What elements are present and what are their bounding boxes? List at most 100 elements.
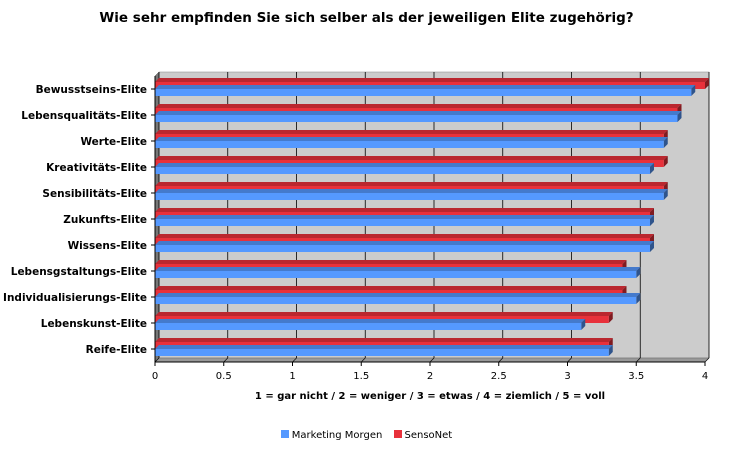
x-tick-label: 2 bbox=[427, 371, 433, 382]
bar-front bbox=[155, 167, 650, 174]
bar bbox=[155, 189, 668, 200]
bar-front bbox=[155, 141, 664, 148]
x-tick-label: 3 bbox=[564, 371, 570, 382]
bar-top bbox=[155, 215, 654, 219]
gridline-floor bbox=[292, 357, 297, 363]
legend-item: Marketing Morgen bbox=[280, 430, 383, 441]
bar-end bbox=[663, 189, 668, 200]
gridline-floor bbox=[154, 357, 160, 363]
bar-front bbox=[155, 323, 582, 330]
y-tick-label: Individualisierungs-Elite bbox=[3, 292, 147, 304]
y-tick-label: Zukunfts-Elite bbox=[63, 214, 147, 226]
labels: 0 0.5 1 1.5 2 2.5 3 3.5 4 Bewusstseins-Elite Leben… bbox=[3, 84, 708, 382]
x-tick-label: 2.5 bbox=[491, 371, 507, 382]
bar-top bbox=[155, 104, 682, 108]
bar-front bbox=[155, 245, 650, 252]
bar-top bbox=[155, 241, 654, 245]
bar-top bbox=[155, 163, 654, 167]
bar-top bbox=[155, 85, 696, 89]
legend-swatch bbox=[280, 430, 289, 438]
gridline-floor bbox=[498, 357, 503, 363]
gridline-floor bbox=[636, 357, 641, 363]
bar-front bbox=[155, 89, 692, 96]
bar-end bbox=[608, 345, 613, 356]
bar-top bbox=[155, 130, 668, 134]
bar-front bbox=[155, 219, 650, 226]
bar-front bbox=[155, 297, 637, 304]
y-tick-label: Lebensqualitäts-Elite bbox=[21, 110, 147, 122]
y-tick-label: Bewusstseins-Elite bbox=[36, 84, 147, 96]
gridline-floor bbox=[567, 357, 572, 363]
bar-top bbox=[155, 182, 668, 186]
bar bbox=[155, 267, 641, 278]
bar-end bbox=[705, 78, 709, 89]
bar-top bbox=[155, 319, 586, 323]
x-tick-label: 0 bbox=[152, 371, 158, 382]
bar-end bbox=[650, 163, 654, 174]
bar bbox=[155, 345, 613, 356]
bar-top bbox=[155, 189, 668, 193]
bars bbox=[155, 78, 709, 356]
bar-end bbox=[636, 293, 641, 304]
bar bbox=[155, 137, 668, 148]
bar-top bbox=[155, 156, 668, 160]
bar-front bbox=[155, 115, 678, 122]
x-tick-label: 4 bbox=[702, 371, 708, 382]
bar bbox=[155, 215, 654, 226]
bar-top bbox=[155, 260, 627, 264]
bar-top bbox=[155, 312, 613, 316]
legend: Marketing Morgen SensoNet bbox=[0, 430, 733, 441]
bar bbox=[155, 85, 696, 96]
gridline-floor bbox=[429, 357, 435, 363]
bar-top bbox=[155, 293, 641, 297]
bar-top bbox=[155, 338, 613, 342]
bar-top bbox=[155, 286, 627, 290]
bar bbox=[155, 319, 586, 330]
chart-title: Wie sehr empfinden Sie sich selber als d… bbox=[99, 10, 634, 26]
bar-top bbox=[155, 208, 654, 212]
bar-end bbox=[636, 267, 641, 278]
bar-end bbox=[581, 319, 586, 330]
bar-end bbox=[677, 111, 682, 122]
x-tick-label: 1 bbox=[289, 371, 295, 382]
gridline-floor bbox=[704, 357, 710, 363]
bar-end bbox=[650, 241, 654, 252]
bar bbox=[155, 111, 682, 122]
bar-end bbox=[608, 312, 613, 323]
y-tick-label: Lebenskunst-Elite bbox=[41, 318, 147, 330]
bar bbox=[155, 293, 641, 304]
x-tick-label: 3.5 bbox=[628, 371, 644, 382]
legend-label: SensoNet bbox=[404, 430, 453, 441]
x-tick-label: 0.5 bbox=[216, 371, 232, 382]
gridline-floor bbox=[223, 357, 228, 363]
y-tick-label: Sensibilitäts-Elite bbox=[42, 188, 147, 200]
bar-top bbox=[155, 111, 682, 115]
bar bbox=[155, 163, 654, 174]
x-tick-label: 1.5 bbox=[353, 371, 369, 382]
y-tick-label: Lebensgstaltungs-Elite bbox=[11, 266, 147, 278]
axes bbox=[151, 76, 706, 366]
bar-top bbox=[155, 78, 709, 82]
y-tick-label: Kreativitäts-Elite bbox=[46, 162, 147, 174]
bar bbox=[155, 241, 654, 252]
legend-label: Marketing Morgen bbox=[291, 430, 383, 441]
bar-top bbox=[155, 267, 641, 271]
bar-end bbox=[663, 137, 668, 148]
bar-chart: 0 0.5 1 1.5 2 2.5 3 3.5 4 Bewusstseins-Elite Leben… bbox=[3, 71, 710, 382]
y-tick-label: Werte-Elite bbox=[80, 136, 147, 148]
bar-front bbox=[155, 271, 637, 278]
bar-top bbox=[155, 345, 613, 349]
legend-swatch bbox=[393, 430, 402, 438]
y-tick-label: Wissens-Elite bbox=[68, 240, 147, 252]
bar-end bbox=[650, 215, 654, 226]
gridline-floor bbox=[361, 357, 366, 363]
bar-top bbox=[155, 234, 654, 238]
bar-front bbox=[155, 349, 609, 356]
bar-end bbox=[663, 156, 668, 167]
bar-end bbox=[691, 85, 696, 96]
bar-top bbox=[155, 137, 668, 141]
bar-front bbox=[155, 193, 664, 200]
legend-item: SensoNet bbox=[393, 430, 453, 441]
y-tick-label: Reife-Elite bbox=[86, 344, 147, 356]
x-axis-label: 1 = gar nicht / 2 = weniger / 3 = etwas … bbox=[254, 391, 606, 402]
